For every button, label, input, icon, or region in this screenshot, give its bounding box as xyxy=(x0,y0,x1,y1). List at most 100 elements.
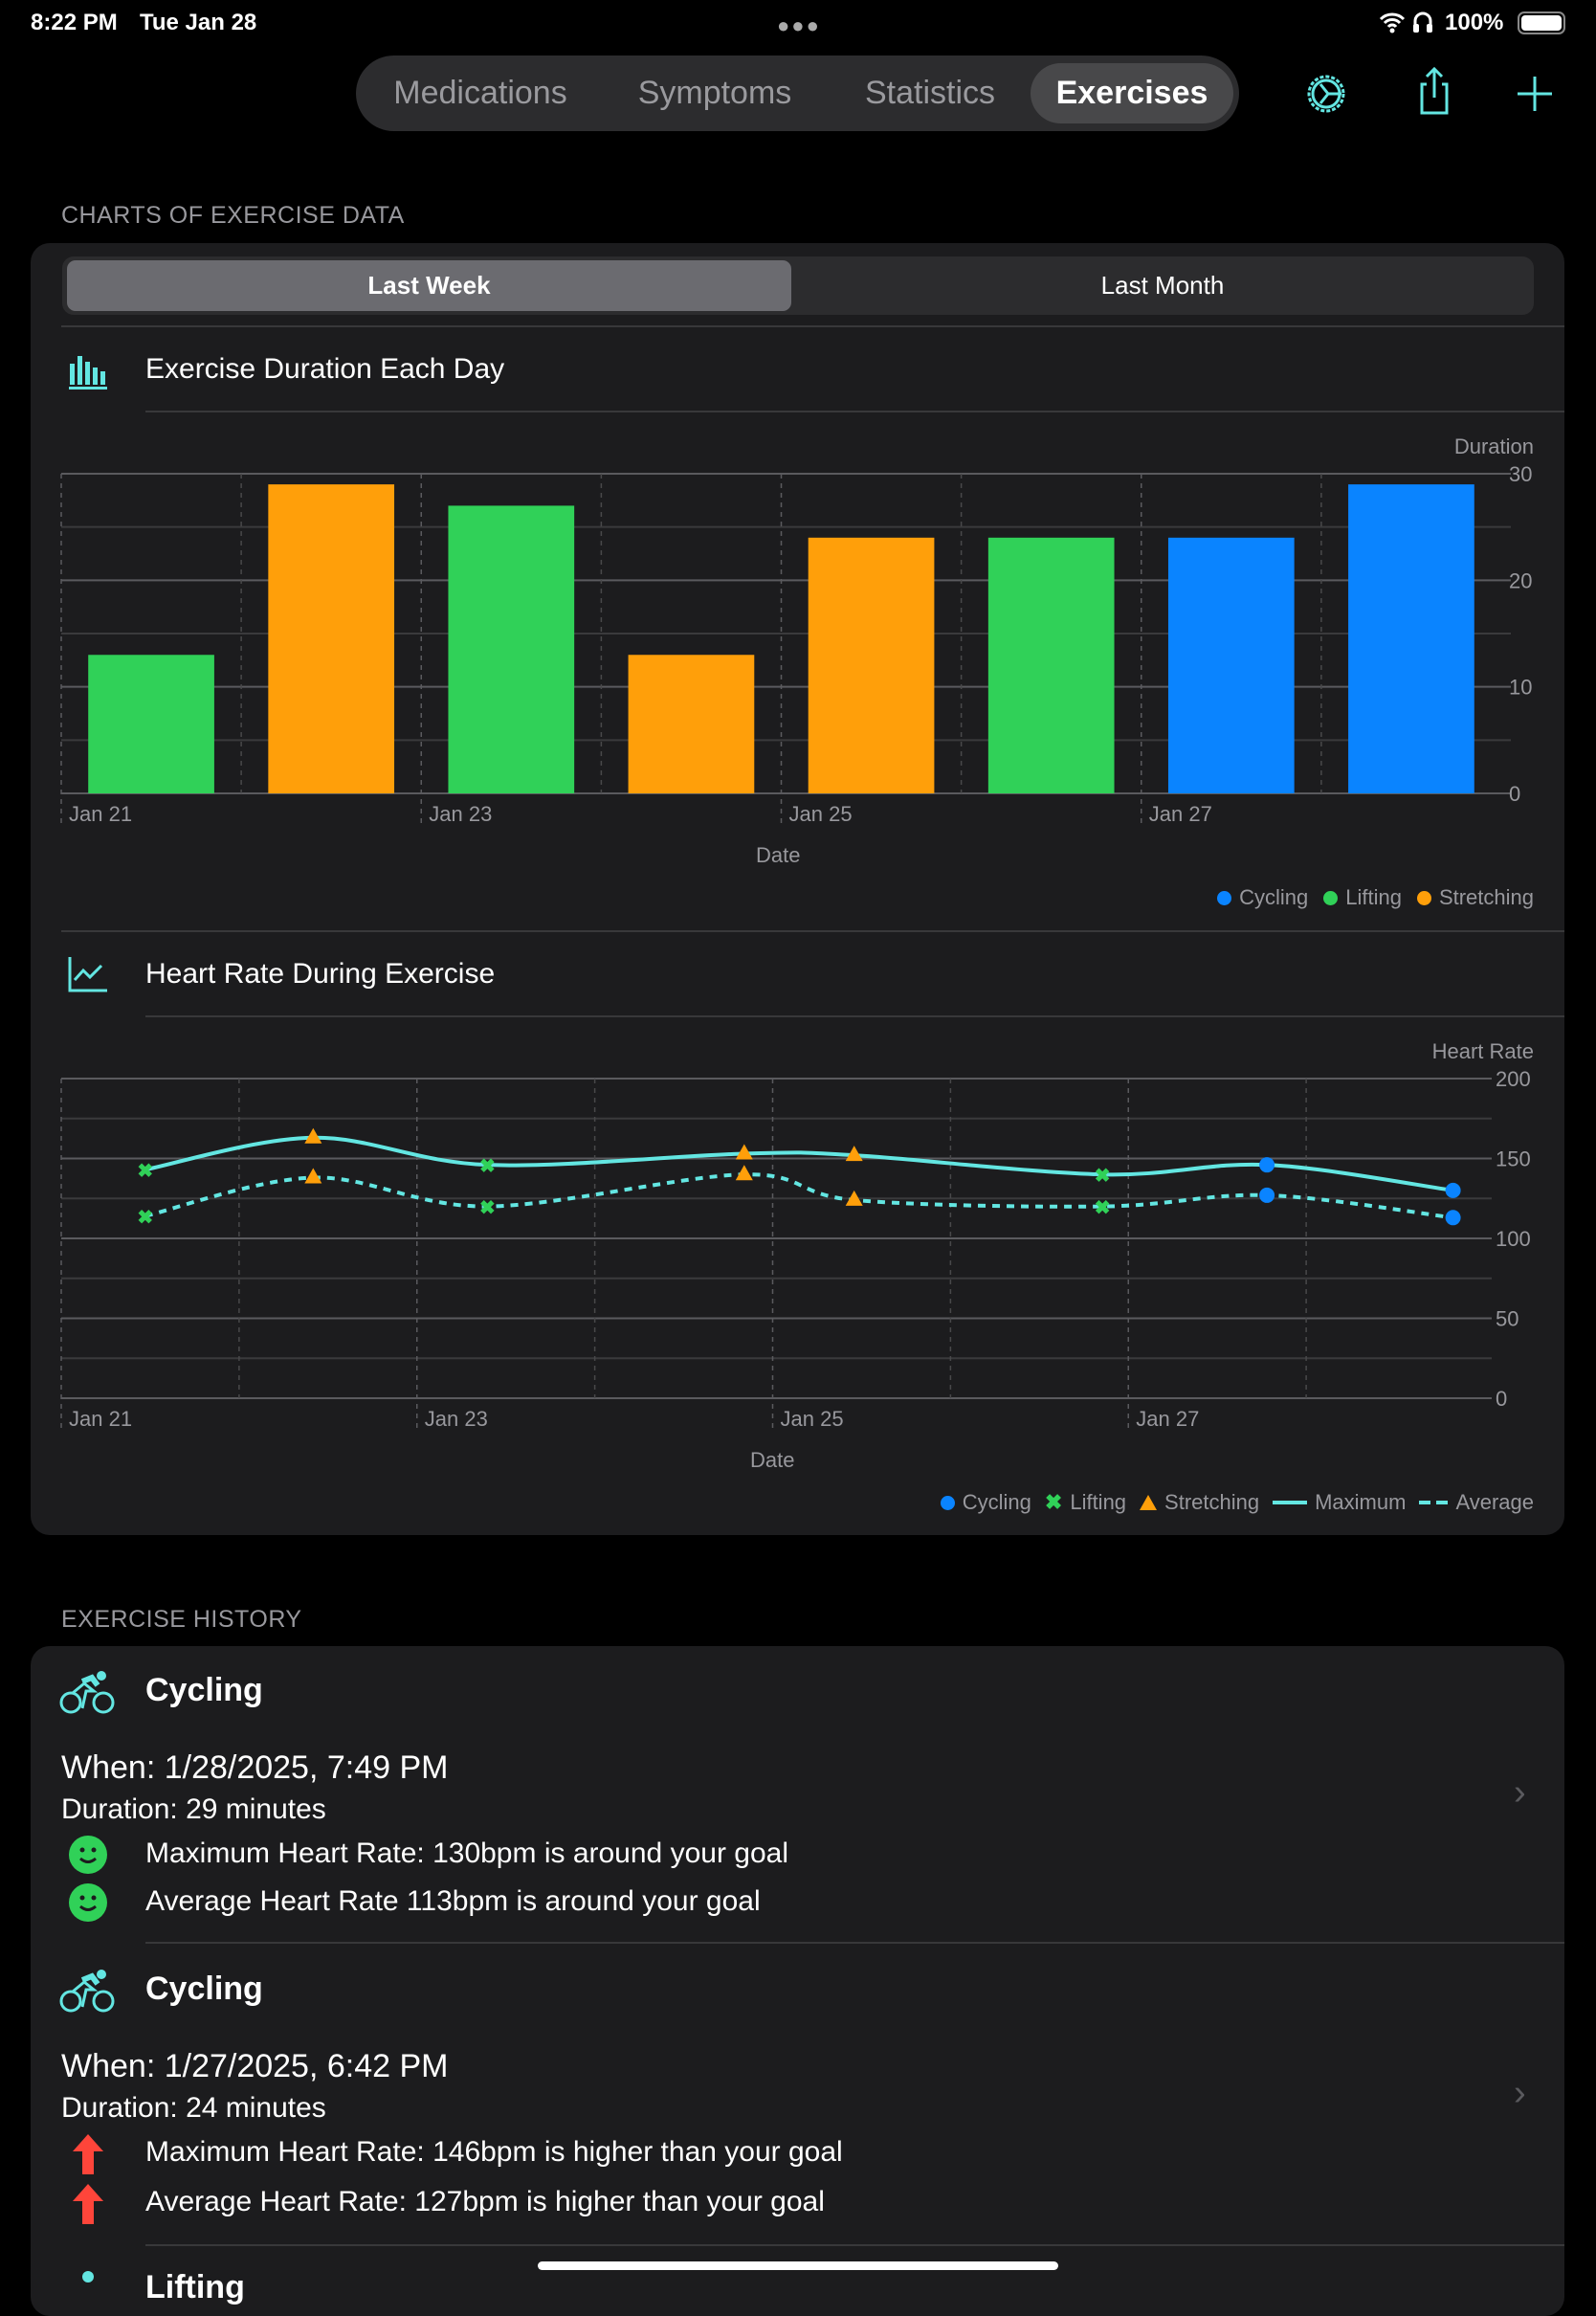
bar-jan-22 xyxy=(268,484,395,793)
history-item-title: Lifting xyxy=(145,2269,245,2305)
lifting-icon xyxy=(78,2268,98,2287)
range-picker: Last Week Last Month xyxy=(62,256,1534,315)
gear-icon[interactable] xyxy=(1299,67,1353,121)
cycling-icon xyxy=(59,1969,115,2013)
history-item-when: When: 1/27/2025, 6:42 PM xyxy=(61,2048,449,2084)
stretching-point xyxy=(735,1144,753,1160)
legend-stretching-dot-icon xyxy=(1416,890,1431,905)
legend-lifting-dot-icon xyxy=(1323,890,1339,905)
bar-jan-27 xyxy=(1167,537,1295,793)
home-indicator[interactable] xyxy=(538,2261,1058,2270)
divider xyxy=(145,2244,1564,2246)
history-item-avg-hr: Average Heart Rate: 127bpm is higher tha… xyxy=(145,2186,825,2217)
bar-jan-25 xyxy=(808,537,935,793)
chevron-right-icon[interactable]: › xyxy=(1514,2073,1526,2113)
smiley-icon xyxy=(69,1836,107,1874)
headphones-icon xyxy=(1412,10,1433,34)
y-tick-label: 20 xyxy=(1509,568,1532,592)
battery-icon xyxy=(1518,11,1565,34)
line-chart-icon xyxy=(67,955,109,993)
share-icon[interactable] xyxy=(1408,63,1461,117)
x-tick-label: Jan 23 xyxy=(425,1407,488,1431)
divider xyxy=(145,1942,1564,1944)
legend-lifting: Lifting xyxy=(1345,885,1402,909)
arrow-up-icon xyxy=(69,2182,107,2226)
bar-jan-28 xyxy=(1348,484,1474,793)
bar-jan-23 xyxy=(448,505,575,793)
heart-rate-line-chart: 0 50 100 150 200 Jan 21 Jan 23 Jan 25 Jan 27 ✖ ✖ ✖ ✖… xyxy=(60,1067,1531,1431)
lifting-point: ✖ xyxy=(479,1156,496,1177)
legend-cycling: Cycling xyxy=(962,1490,1031,1514)
y-tick-label: 200 xyxy=(1496,1067,1531,1091)
divider xyxy=(61,325,1564,327)
tab-statistics[interactable]: Statistics xyxy=(864,75,996,111)
duration-x-axis-label: Date xyxy=(756,843,801,867)
legend-cycling: Cycling xyxy=(1239,885,1309,909)
maximum-line xyxy=(144,1135,1453,1192)
status-time: 8:22 PM xyxy=(31,10,118,35)
multitask-dots-icon[interactable]: ●●● xyxy=(777,13,821,37)
heart-rate-chart-title: Heart Rate During Exercise xyxy=(145,958,496,990)
cycling-point xyxy=(1259,1187,1275,1203)
legend-lifting-cross-icon: ✖ xyxy=(1044,1490,1063,1514)
x-tick-label: Jan 21 xyxy=(69,802,132,826)
cycling-point xyxy=(1259,1157,1275,1173)
heart-rate-y-axis-label: Heart Rate xyxy=(1431,1039,1534,1063)
duration-y-axis-label: Duration xyxy=(1453,434,1534,458)
legend-maximum: Maximum xyxy=(1315,1490,1407,1514)
x-tick-label: Jan 27 xyxy=(1149,802,1212,826)
history-item-max-hr: Maximum Heart Rate: 146bpm is higher tha… xyxy=(145,2136,843,2168)
stretching-point xyxy=(845,1146,863,1162)
range-last-week[interactable]: Last Week xyxy=(67,260,791,311)
range-last-month[interactable]: Last Month xyxy=(1100,271,1225,300)
y-tick-label: 50 xyxy=(1496,1307,1518,1331)
chevron-right-icon[interactable]: › xyxy=(1514,1772,1526,1813)
duration-chart-title: Exercise Duration Each Day xyxy=(145,353,505,385)
arrow-up-icon xyxy=(69,2132,107,2176)
history-item-duration: Duration: 29 minutes xyxy=(61,1793,326,1825)
legend-maximum-line-icon xyxy=(1273,1501,1308,1504)
lifting-point: ✖ xyxy=(137,1208,153,1229)
legend-cycling-dot-icon xyxy=(940,1495,955,1510)
tab-exercises[interactable]: Exercises xyxy=(1031,63,1233,123)
legend-average-line-icon xyxy=(1419,1501,1449,1504)
history-item-when: When: 1/28/2025, 7:49 PM xyxy=(61,1749,449,1786)
y-tick-label: 30 xyxy=(1509,462,1532,486)
legend-average: Average xyxy=(1455,1490,1534,1514)
plus-icon[interactable] xyxy=(1508,67,1562,121)
charts-card xyxy=(31,243,1564,1535)
divider xyxy=(145,411,1564,412)
cycling-point xyxy=(1445,1210,1461,1226)
wifi-icon xyxy=(1378,8,1407,36)
divider xyxy=(61,930,1564,932)
stretching-point xyxy=(304,1168,322,1184)
main-tab-bar: Medications Symptoms Statistics Exercise… xyxy=(356,56,1239,131)
x-tick-label: Jan 23 xyxy=(429,802,492,826)
stretching-point xyxy=(735,1165,753,1181)
duration-legend: Cycling Lifting Stretching xyxy=(1217,885,1534,910)
legend-stretching: Stretching xyxy=(1438,885,1534,909)
legend-stretching-triangle-icon xyxy=(1140,1495,1158,1510)
battery-percent: 100% xyxy=(1445,10,1504,35)
tab-medications[interactable]: Medications xyxy=(393,75,567,111)
divider xyxy=(145,1015,1564,1017)
stretching-point xyxy=(304,1127,322,1144)
bar-jan-26 xyxy=(987,537,1115,793)
duration-bar-chart: 0 10 20 30 Jan 21 Jan 23 Jan 25 Jan 27 xyxy=(60,462,1532,826)
lifting-point: ✖ xyxy=(1095,1166,1111,1187)
cycling-icon xyxy=(59,1670,115,1714)
bar-jan-24 xyxy=(628,655,755,793)
charts-section-header: CHARTS OF EXERCISE DATA xyxy=(61,202,405,229)
y-tick-label: 10 xyxy=(1509,676,1532,700)
history-item-title: Cycling xyxy=(145,1971,263,2007)
history-item-title: Cycling xyxy=(145,1672,263,1708)
x-tick-label: Jan 21 xyxy=(69,1407,132,1431)
x-tick-label: Jan 25 xyxy=(789,802,853,826)
heart-rate-legend: Cycling ✖ Lifting Stretching Maximum Aver… xyxy=(940,1490,1534,1515)
status-date: Tue Jan 28 xyxy=(140,10,257,35)
cycling-point xyxy=(1445,1182,1461,1198)
legend-stretching: Stretching xyxy=(1164,1490,1260,1514)
tab-symptoms[interactable]: Symptoms xyxy=(637,75,792,111)
lifting-point: ✖ xyxy=(1095,1198,1111,1219)
stretching-point xyxy=(845,1190,863,1206)
